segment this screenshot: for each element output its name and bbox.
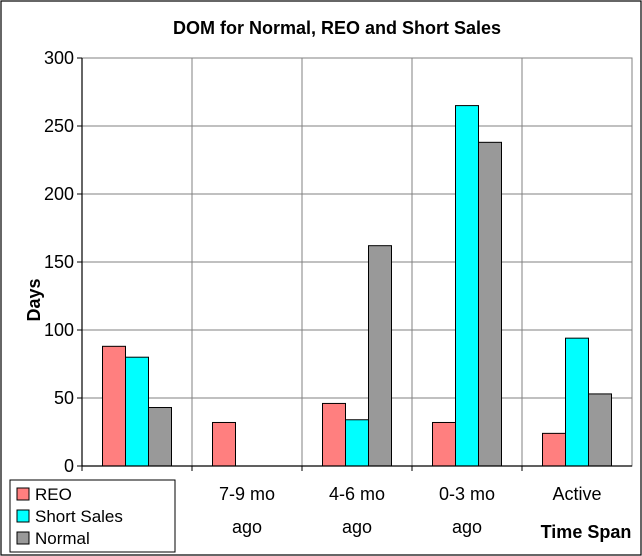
x-tick-label: Active — [552, 484, 601, 504]
bar-short-sales — [455, 105, 479, 467]
y-tick-label: 100 — [44, 320, 74, 340]
y-tick-label: 150 — [44, 252, 74, 272]
y-tick-label: 50 — [54, 388, 74, 408]
bar-reo — [212, 421, 236, 467]
bars-layer — [102, 105, 612, 467]
bar-reo — [542, 432, 566, 467]
bar-reo — [102, 345, 126, 467]
bar-short-sales — [125, 356, 149, 467]
legend-label: REO — [35, 485, 72, 504]
legend: REO Short Sales Normal — [9, 479, 176, 553]
bar-normal — [478, 141, 502, 467]
legend-box — [9, 479, 176, 553]
grid-layer — [81, 57, 633, 467]
bar-reo — [432, 421, 456, 467]
x-tick-label: 0-3 mo — [439, 484, 495, 504]
bar-short-sales — [345, 419, 369, 467]
bar-normal — [368, 245, 392, 467]
legend-swatch-reo — [16, 487, 30, 501]
bar-normal — [588, 393, 612, 467]
legend-label: Short Sales — [35, 507, 123, 526]
y-axis-label: Days — [24, 278, 44, 321]
x-tick-label: ago — [342, 517, 372, 537]
x-tick-label: ago — [232, 517, 262, 537]
bar-normal — [148, 407, 172, 467]
x-tick-label: 7-9 mo — [219, 484, 275, 504]
y-tick-label: 0 — [64, 456, 74, 476]
chart-title: DOM for Normal, REO and Short Sales — [173, 18, 501, 38]
x-axis-label: Time Span — [541, 522, 632, 542]
bar-short-sales — [565, 337, 589, 467]
legend-swatch-normal — [16, 531, 30, 545]
legend-swatch-short-sales — [16, 509, 30, 523]
y-tick-label: 250 — [44, 116, 74, 136]
legend-label: Normal — [35, 529, 90, 548]
y-tick-label: 200 — [44, 184, 74, 204]
y-tick-label: 300 — [44, 48, 74, 68]
x-tick-label: 4-6 mo — [329, 484, 385, 504]
x-tick-label: ago — [452, 517, 482, 537]
bar-reo — [322, 402, 346, 467]
